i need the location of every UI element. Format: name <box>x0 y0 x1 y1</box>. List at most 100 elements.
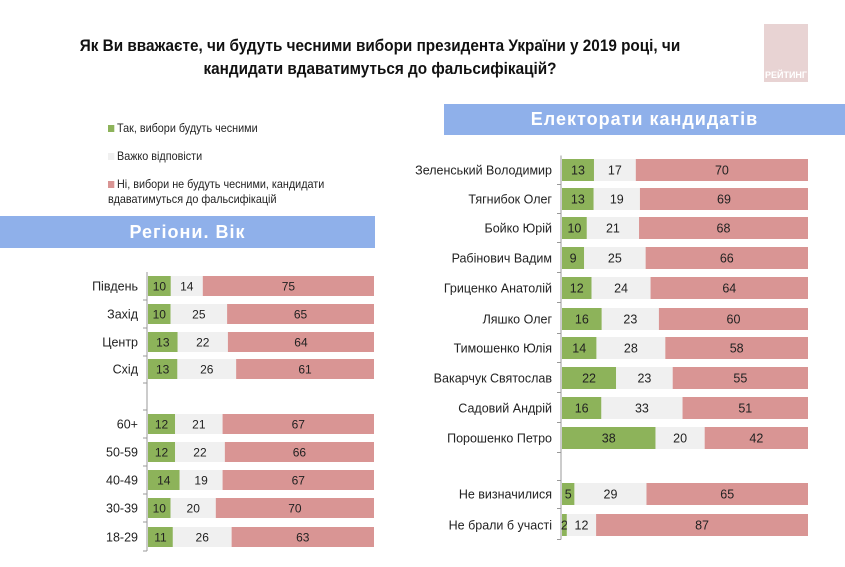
bar-segment <box>148 276 171 296</box>
bar-segment <box>562 367 617 389</box>
bar-segment <box>175 442 225 462</box>
category-label: Порошенко Петро <box>447 432 552 446</box>
category-label: 30-39 <box>106 502 138 516</box>
legend-swatch <box>108 125 115 132</box>
legend-item-no: Ні, вибори не будуть чесними, кандидати … <box>108 177 325 206</box>
data-label: 5 <box>565 488 572 502</box>
bar-segment <box>148 527 173 547</box>
data-label: 10 <box>153 502 167 516</box>
data-label: 25 <box>192 308 206 322</box>
data-label: 22 <box>582 372 596 386</box>
data-label: 60 <box>727 313 741 327</box>
category-label: Не визначилися <box>459 488 552 502</box>
bar-segment <box>639 217 808 239</box>
data-label: 42 <box>749 432 763 446</box>
bar-segment <box>650 277 808 299</box>
bar-segment <box>596 337 666 359</box>
bar-segment <box>591 277 651 299</box>
data-label: 10 <box>153 280 167 294</box>
data-label: 20 <box>673 432 687 446</box>
bar-segment <box>584 247 646 269</box>
bar-segment <box>645 247 808 269</box>
data-label: 67 <box>292 474 306 488</box>
data-label: 70 <box>288 502 302 516</box>
data-label: 20 <box>187 502 201 516</box>
bar-segment <box>202 276 374 296</box>
bar-segment <box>562 514 567 536</box>
data-label: 26 <box>196 531 210 545</box>
bar-segment <box>601 397 683 419</box>
bar-segment <box>215 498 374 518</box>
bar-segment <box>562 483 575 505</box>
data-label: 16 <box>575 313 589 327</box>
data-label: 14 <box>180 280 194 294</box>
data-label: 13 <box>156 336 170 350</box>
data-label: 16 <box>575 402 589 416</box>
bar-segment <box>682 397 808 419</box>
legend-item-yes: Так, вибори будуть чесними <box>108 121 258 136</box>
data-label: 65 <box>720 488 734 502</box>
data-label: 55 <box>733 372 747 386</box>
bar-segment <box>562 247 585 269</box>
candidates-banner: Електорати кандидатів <box>444 104 845 135</box>
data-label: 12 <box>155 418 169 432</box>
data-label: 11 <box>154 531 167 545</box>
data-label: 64 <box>294 336 308 350</box>
data-label: 25 <box>608 252 622 266</box>
data-label: 26 <box>200 363 214 377</box>
bar-segment <box>170 276 203 296</box>
data-label: 13 <box>156 363 170 377</box>
bar-segment <box>665 337 808 359</box>
category-label: Захід <box>107 308 139 322</box>
data-label: 87 <box>695 519 709 533</box>
data-label: 14 <box>572 342 586 356</box>
bar-segment <box>177 332 228 352</box>
bar-segment <box>586 217 640 239</box>
data-label: 61 <box>298 363 312 377</box>
data-label: 10 <box>567 222 581 236</box>
bar-segment <box>222 414 374 434</box>
category-label: 18-29 <box>106 531 138 545</box>
category-label: Ляшко Олег <box>483 313 553 327</box>
bar-segment <box>635 159 808 181</box>
bar-segment <box>562 397 602 419</box>
bar-segment <box>177 359 237 379</box>
data-label: 17 <box>608 164 622 178</box>
data-label: 2 <box>561 519 568 533</box>
data-label: 66 <box>293 446 307 460</box>
category-label: 40-49 <box>106 474 138 488</box>
data-label: 12 <box>155 446 169 460</box>
bar-segment <box>562 159 594 181</box>
category-label: Не брали б участі <box>449 519 552 533</box>
bar-segment <box>227 304 374 324</box>
category-label: Зеленський Володимир <box>415 164 552 178</box>
bar-segment <box>562 277 592 299</box>
regions-banner: Регіони. Вік <box>0 216 375 248</box>
legend-swatch <box>108 153 115 160</box>
bar-segment <box>222 470 374 490</box>
bar-segment <box>175 414 223 434</box>
data-label: 38 <box>602 432 616 446</box>
bar-segment <box>148 359 178 379</box>
data-label: 23 <box>637 372 651 386</box>
data-label: 22 <box>196 336 210 350</box>
bar-segment <box>148 414 176 434</box>
category-label: Гриценко Анатолій <box>444 282 552 296</box>
data-label: 29 <box>604 488 618 502</box>
data-label: 13 <box>571 193 585 207</box>
category-label: 60+ <box>117 418 138 432</box>
bar-segment <box>601 308 659 330</box>
category-label: Південь <box>92 280 138 294</box>
bar-segment <box>616 367 673 389</box>
bar-segment <box>562 427 656 449</box>
data-label: 33 <box>635 402 649 416</box>
bar-segment <box>574 483 647 505</box>
data-label: 9 <box>570 252 577 266</box>
bar-segment <box>224 442 374 462</box>
data-label: 14 <box>157 474 171 488</box>
data-label: 28 <box>624 342 638 356</box>
bar-segment <box>672 367 808 389</box>
bar-segment <box>170 498 216 518</box>
data-label: 12 <box>570 282 584 296</box>
